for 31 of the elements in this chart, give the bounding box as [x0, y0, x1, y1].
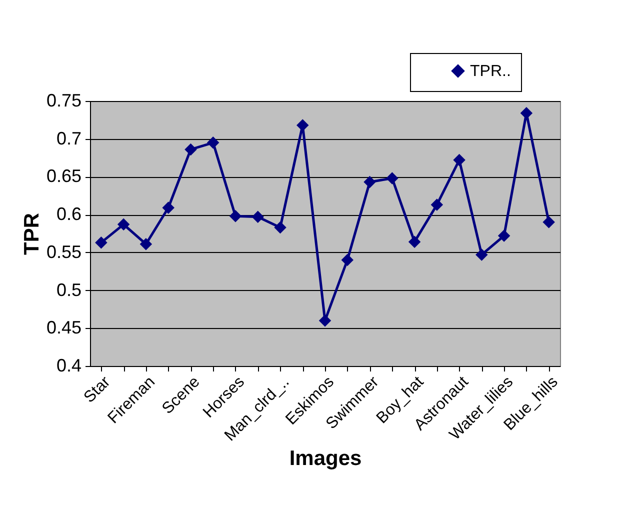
- point: [476, 248, 488, 261]
- point: [162, 202, 174, 214]
- point: [229, 210, 242, 222]
- point: [386, 172, 398, 184]
- y-tick-label: 0.5: [56, 280, 82, 300]
- y-tick-label: 0.75: [46, 90, 82, 110]
- point: [430, 198, 444, 211]
- point: [542, 216, 555, 228]
- point: [341, 254, 354, 266]
- y-axis-title: TPR: [20, 213, 44, 255]
- point: [498, 230, 510, 242]
- y-tick-label: 0.55: [46, 242, 82, 262]
- y-tick-label: 0.6: [56, 204, 82, 224]
- point: [296, 119, 309, 132]
- point: [206, 136, 220, 149]
- point: [364, 176, 376, 188]
- point: [95, 236, 108, 249]
- point: [184, 143, 197, 156]
- point: [252, 210, 264, 223]
- y-tick-label: 0.4: [56, 356, 82, 376]
- y-tick-label: 0.65: [46, 166, 82, 186]
- x-axis-title: Images: [289, 446, 362, 470]
- y-tick-label: 0.7: [56, 128, 82, 148]
- point: [274, 221, 286, 234]
- legend-label: TPR..: [470, 63, 511, 80]
- x-tick-label: Star: [80, 373, 114, 406]
- point: [453, 154, 466, 166]
- y-tick-label: 0.45: [46, 318, 82, 338]
- point: [140, 238, 152, 250]
- point: [408, 236, 421, 248]
- point: [117, 218, 130, 231]
